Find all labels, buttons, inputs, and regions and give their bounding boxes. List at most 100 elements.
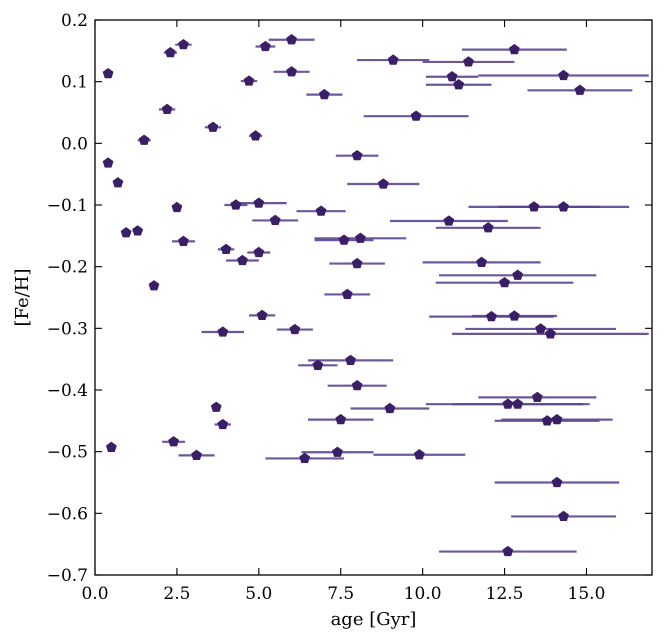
data-point <box>102 157 114 168</box>
data-point <box>256 309 268 320</box>
data-point <box>551 476 563 488</box>
data-point <box>482 222 494 233</box>
data-point <box>286 34 298 45</box>
x-tick-label: 15.0 <box>568 584 606 604</box>
data-point <box>217 326 229 337</box>
data-point <box>210 401 222 412</box>
y-tick-label: 0.1 <box>61 73 88 93</box>
data-point <box>463 56 474 67</box>
data-point <box>413 449 425 460</box>
x-tick-label: 5.0 <box>245 584 272 604</box>
data-point <box>558 69 569 81</box>
data-point <box>512 269 524 280</box>
data-point <box>476 256 488 267</box>
x-axis-ticks: 0.0 2.5 5.0 7.5 10.0 12.5 15.0 <box>81 20 605 604</box>
data-point <box>531 391 543 403</box>
data-point <box>148 280 160 291</box>
data-point <box>551 413 563 425</box>
data-point <box>102 67 114 79</box>
data-point <box>207 121 219 132</box>
data-point <box>138 134 150 145</box>
data-point <box>112 177 124 188</box>
data-point <box>178 38 189 50</box>
data-point <box>338 234 350 245</box>
data-point <box>191 449 202 460</box>
x-tick-label: 7.5 <box>327 584 354 604</box>
data-point <box>286 66 298 77</box>
y-tick-label: −0.4 <box>47 381 88 401</box>
data-point <box>545 328 556 339</box>
data-point <box>217 418 229 430</box>
data-point <box>502 398 514 409</box>
y-tick-label: −0.5 <box>47 443 88 463</box>
data-point <box>332 446 343 457</box>
data-point <box>528 201 540 212</box>
y-axis-label: [Fe/H] <box>12 269 33 327</box>
data-point <box>387 54 399 65</box>
data-point <box>410 110 422 121</box>
x-tick-label: 12.5 <box>486 584 524 604</box>
data-point <box>312 359 324 370</box>
y-tick-label: −0.2 <box>47 258 88 278</box>
data-point <box>541 415 553 426</box>
data-point <box>171 201 183 213</box>
data-point <box>220 243 232 255</box>
data-point <box>453 79 465 90</box>
data-point <box>132 225 144 236</box>
data-point <box>512 398 524 409</box>
data-point <box>243 75 255 86</box>
data-point <box>446 71 458 82</box>
data-point <box>237 254 248 266</box>
data-point <box>335 413 347 425</box>
point-layer <box>102 34 586 557</box>
data-point <box>168 436 180 447</box>
x-axis-label: age [Gyr] <box>331 609 417 630</box>
x-tick-label: 2.5 <box>163 584 190 604</box>
data-point <box>377 178 389 189</box>
data-point <box>120 227 132 238</box>
data-point <box>558 510 569 522</box>
data-point <box>178 235 189 246</box>
data-point <box>253 197 265 208</box>
data-point <box>499 277 510 288</box>
data-point <box>318 88 330 100</box>
y-tick-label: 0.2 <box>61 11 88 31</box>
data-point <box>230 199 242 210</box>
data-point <box>574 84 586 95</box>
data-point <box>384 402 396 414</box>
data-point <box>345 354 356 366</box>
x-tick-label: 0.0 <box>81 584 108 604</box>
plot-frame <box>94 19 653 576</box>
data-point <box>253 246 265 258</box>
y-tick-label: −0.1 <box>47 196 88 216</box>
data-point <box>315 205 327 216</box>
data-point <box>351 257 363 269</box>
data-point <box>269 214 281 226</box>
data-point <box>558 201 569 212</box>
data-point <box>164 46 176 58</box>
data-point <box>443 215 455 226</box>
data-point <box>535 323 547 334</box>
data-point <box>105 441 117 452</box>
data-point <box>502 545 514 557</box>
y-tick-label: −0.7 <box>47 566 88 586</box>
data-point <box>351 149 363 161</box>
x-tick-label: 10.0 <box>404 584 442 604</box>
y-axis-ticks: 0.2 0.1 0.0 −0.1 −0.2 −0.3 −0.4 −0.5 −0.6 −0.7 <box>47 11 652 586</box>
y-tick-label: −0.6 <box>47 504 88 524</box>
data-point <box>486 310 497 322</box>
data-point <box>299 452 311 464</box>
data-point <box>354 232 366 243</box>
data-point <box>508 310 520 321</box>
data-point <box>250 130 261 141</box>
data-point <box>161 103 173 115</box>
data-point <box>341 288 353 300</box>
errorbar-layer <box>121 38 649 553</box>
data-point <box>508 43 520 55</box>
y-tick-label: 0.0 <box>61 134 88 154</box>
data-point <box>351 379 363 391</box>
data-point <box>259 40 271 52</box>
data-point <box>289 323 301 335</box>
y-tick-label: −0.3 <box>47 319 88 339</box>
